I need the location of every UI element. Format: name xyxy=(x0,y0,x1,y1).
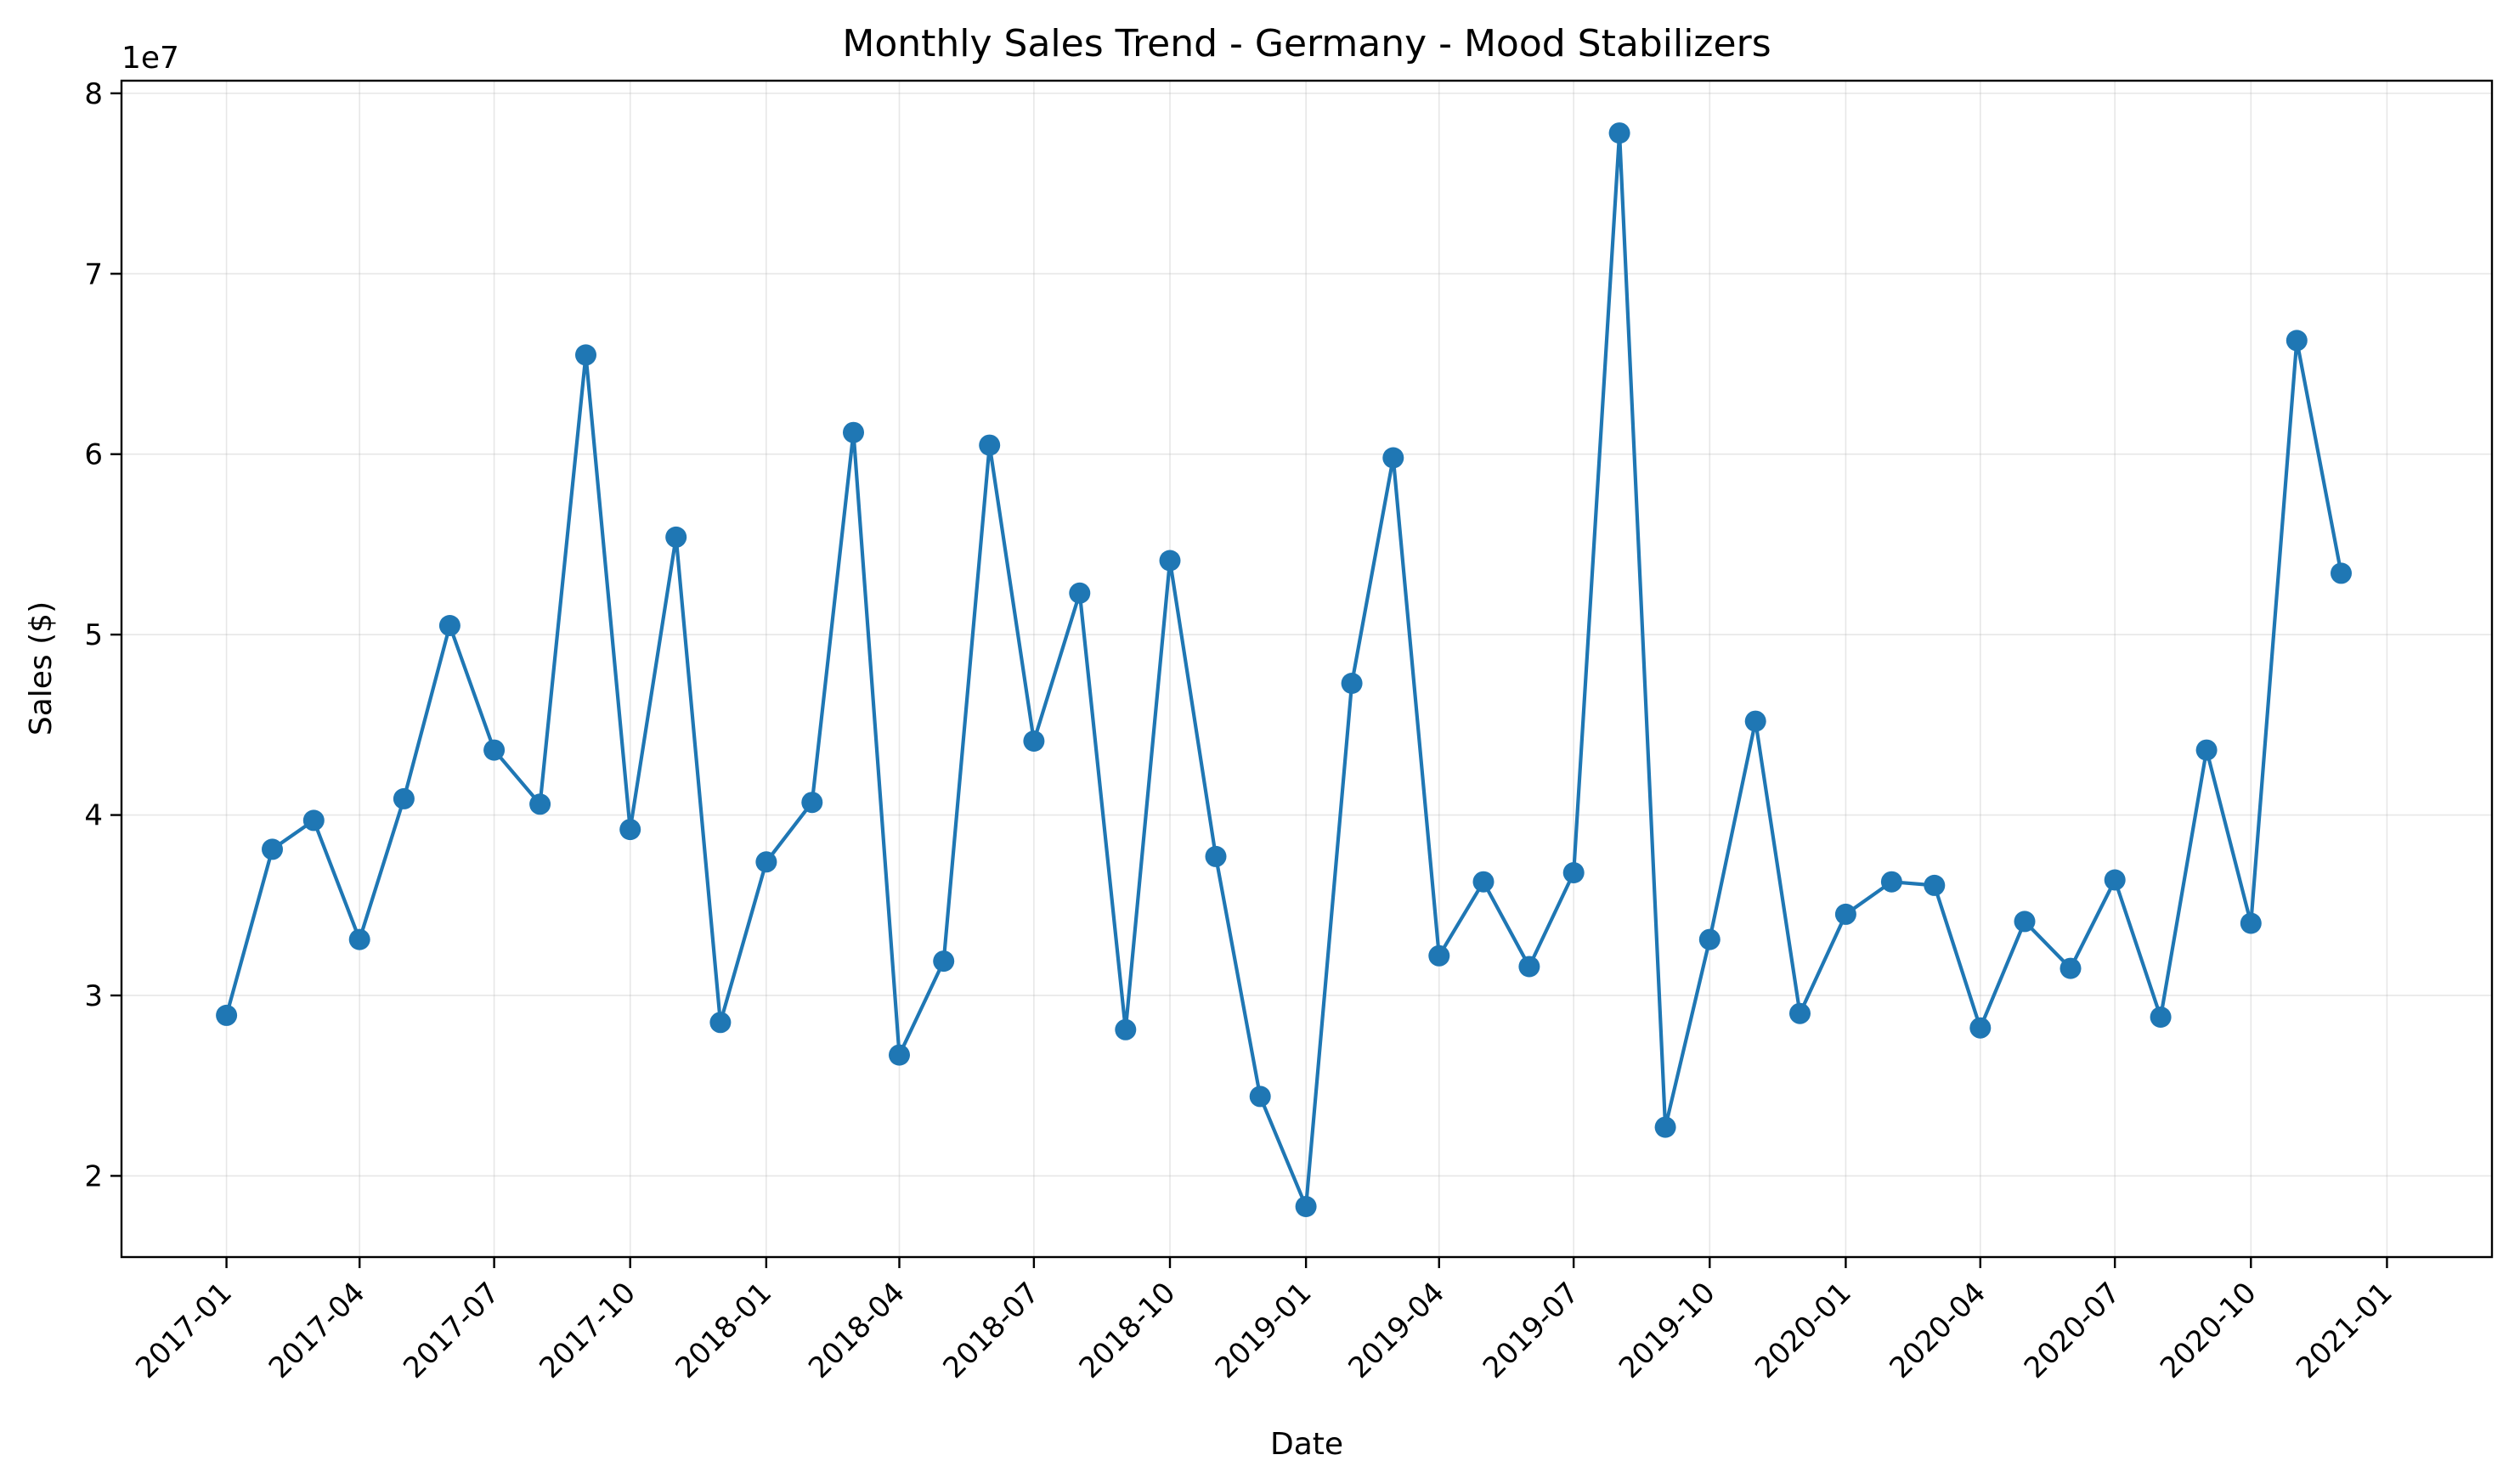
data-point xyxy=(216,1004,238,1026)
data-point xyxy=(1472,871,1494,893)
grid-lines xyxy=(121,81,2492,1257)
y-tick-label: 4 xyxy=(84,799,103,833)
chart-title: Monthly Sales Trend - Germany - Mood Sta… xyxy=(842,22,1771,65)
data-point xyxy=(348,928,370,950)
data-point xyxy=(1115,1018,1137,1040)
data-point xyxy=(1698,928,1720,950)
data-point xyxy=(843,421,864,443)
data-point xyxy=(1880,871,1902,893)
data-point xyxy=(1023,730,1045,752)
data-point xyxy=(1654,1116,1676,1138)
series-line xyxy=(224,131,2343,1209)
data-point xyxy=(1562,862,1585,883)
y-tick-label: 7 xyxy=(84,257,103,291)
data-point xyxy=(1249,1085,1271,1108)
data-point xyxy=(1382,447,1404,469)
y-axis: 2 3 4 5 6 7 8 xyxy=(84,77,121,1193)
series-line-group xyxy=(224,131,2343,1209)
data-point xyxy=(801,792,823,814)
data-point xyxy=(2195,739,2218,761)
data-point xyxy=(709,1012,732,1034)
y-tick-label: 2 xyxy=(84,1159,103,1193)
data-point xyxy=(665,526,687,548)
data-point xyxy=(438,615,460,636)
data-point xyxy=(1834,903,1856,925)
y-tick-label: 3 xyxy=(84,979,103,1013)
data-point xyxy=(2331,562,2352,584)
data-point xyxy=(575,344,596,366)
y-offset-label: 1e7 xyxy=(121,41,179,76)
data-point xyxy=(1295,1196,1317,1217)
data-point xyxy=(1428,944,1450,967)
data-point xyxy=(2150,1007,2172,1028)
data-point xyxy=(1789,1002,1811,1024)
data-point xyxy=(262,838,283,860)
data-point xyxy=(393,787,415,809)
data-point xyxy=(619,819,641,841)
data-point xyxy=(2240,912,2262,934)
data-point xyxy=(1969,1017,1992,1039)
y-tick-label: 8 xyxy=(84,77,103,111)
y-tick-label: 5 xyxy=(84,618,103,652)
data-point xyxy=(979,434,1001,456)
y-tick-label: 6 xyxy=(84,438,103,472)
data-point xyxy=(1159,550,1181,572)
data-point xyxy=(1518,956,1540,978)
data-point xyxy=(755,851,777,873)
data-point xyxy=(2060,957,2082,979)
data-point xyxy=(1608,122,1630,144)
data-point xyxy=(483,739,506,761)
data-point xyxy=(1341,673,1363,694)
series-marker-group xyxy=(216,122,2352,1217)
data-point xyxy=(2014,911,2036,933)
data-point xyxy=(2104,869,2126,891)
x-axis-label: Date xyxy=(1270,1427,1343,1462)
data-point xyxy=(889,1044,910,1066)
data-point xyxy=(529,793,551,815)
data-point xyxy=(933,950,955,973)
data-point xyxy=(1205,845,1227,867)
data-point xyxy=(2286,330,2308,352)
data-point xyxy=(1924,874,1946,896)
data-point xyxy=(1069,582,1091,604)
data-point xyxy=(1744,710,1766,732)
data-point xyxy=(302,809,325,832)
y-axis-label: Sales ($) xyxy=(24,601,59,736)
